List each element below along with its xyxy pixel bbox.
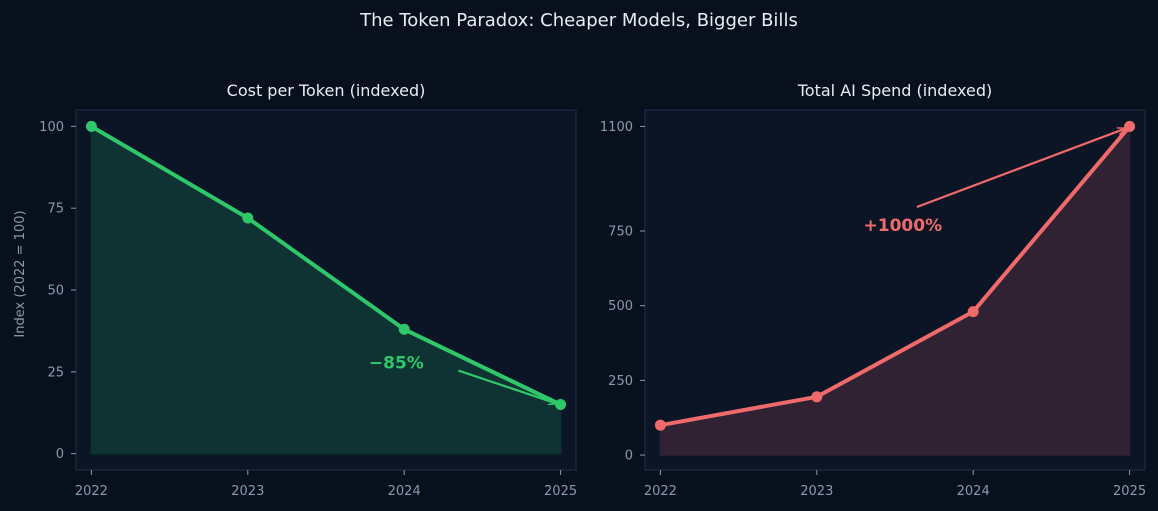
series-line: [89, 124, 563, 407]
x-tick-label: 2022: [75, 484, 108, 499]
x-tick-label: 2022: [644, 484, 677, 499]
data-point: [811, 391, 823, 403]
y-tick-label: 250: [608, 374, 633, 389]
data-point: [242, 212, 254, 224]
figure-title: The Token Paradox: Cheaper Models, Bigge…: [360, 10, 798, 31]
x-tick-label: 2023: [800, 484, 833, 499]
annotation-arrow: [916, 128, 1126, 209]
data-point: [654, 419, 666, 431]
data-point: [1124, 120, 1136, 132]
y-tick-label: 75: [47, 202, 64, 217]
cost-per-token-chart: Cost per Token (indexed) 0 25 50 75 100 2022 20…: [13, 81, 577, 499]
y-tick-label: 750: [608, 224, 633, 239]
x-tick-label: 2024: [388, 484, 421, 499]
y-tick-label: 500: [608, 299, 633, 314]
y-tick-label: 0: [625, 449, 633, 464]
data-point: [85, 120, 97, 132]
x-tick-label: 2025: [544, 484, 577, 499]
series-line: [658, 124, 1132, 428]
y-tick-label: 0: [56, 447, 64, 462]
chart-title: Cost per Token (indexed): [227, 81, 426, 100]
annotation-label: −85%: [369, 354, 424, 374]
y-tick-label: 100: [39, 120, 64, 135]
y-tick-label: 25: [47, 365, 64, 380]
data-point: [967, 306, 979, 318]
annotation-arrow: [458, 369, 556, 404]
chart-title: Total AI Spend (indexed): [797, 81, 993, 100]
data-point: [555, 399, 567, 411]
x-tick-label: 2025: [1113, 484, 1146, 499]
x-tick-label: 2023: [231, 484, 264, 499]
y-tick-label: 50: [47, 284, 64, 299]
y-tick-label: 1100: [600, 120, 633, 135]
annotation-label: +1000%: [864, 216, 943, 236]
x-tick-label: 2024: [957, 484, 990, 499]
total-ai-spend-chart: Total AI Spend (indexed) 0 250 500 750 1100 20…: [600, 81, 1146, 499]
y-axis-label: Index (2022 = 100): [13, 210, 28, 337]
data-point: [398, 323, 410, 335]
